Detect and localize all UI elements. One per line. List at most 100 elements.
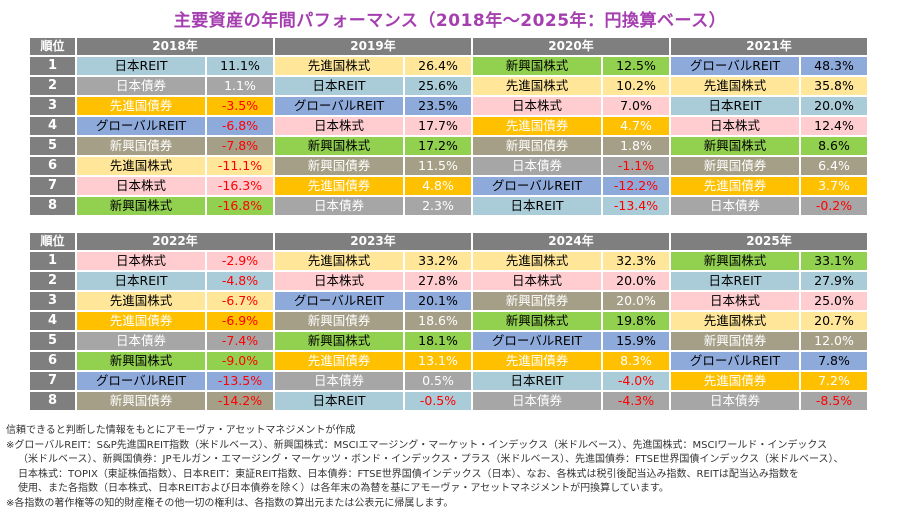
return-value: 1.1% [207,77,273,95]
table-row-cell: 先進国債券 -6.9% [77,312,273,330]
return-value: 10.2% [603,77,669,95]
asset-name: 新興国債券 [473,137,601,155]
return-value: 11.1% [207,57,273,75]
rank-cell: 2 [30,272,75,290]
table-row-cell: 先進国債券 8.3% [473,352,669,370]
table-row-cell: 新興国債券 1.8% [473,137,669,155]
return-value: 19.8% [603,312,669,330]
asset-name: グローバルREIT [473,332,601,350]
table-row-cell: 日本REIT -0.5% [275,392,471,410]
table-row-cell: グローバルREIT 23.5% [275,97,471,115]
table-row-cell: 新興国株式 17.2% [275,137,471,155]
page-title: 主要資産の年間パフォーマンス（2018年～2025年：円換算ベース） [173,11,727,31]
table-row-cell: 日本債券 -4.3% [473,392,669,410]
asset-name: 日本債券 [473,157,601,175]
return-value: -2.9% [207,252,273,270]
asset-name: 新興国債券 [77,137,205,155]
table-row-cell: 新興国債券 12.0% [671,332,867,350]
return-value: -7.4% [207,332,273,350]
asset-name: 先進国株式 [671,77,799,95]
table-row-cell: 日本REIT 20.0% [671,97,867,115]
return-value: -0.5% [405,392,471,410]
asset-name: グローバルREIT [77,372,205,390]
rank-cell: 6 [30,352,75,370]
index-note-cont: 日本株式：TOPIX（東証株価指数）、日本REIT：東証REIT指数、日本債券：… [18,468,799,480]
asset-name: 先進国株式 [671,312,799,330]
rank-header: 順位 [30,38,75,55]
return-value: -4.8% [207,272,273,290]
asset-name: 新興国株式 [671,252,799,270]
return-value: 8.6% [801,137,867,155]
rank-cell: 8 [30,197,75,215]
table-row-cell: 新興国株式 -9.0% [77,352,273,370]
asset-name: 日本株式 [275,272,403,290]
asset-name: 日本債券 [275,372,403,390]
asset-name: 新興国債券 [671,332,799,350]
return-value: -6.8% [207,117,273,135]
copyright-note: ※各指数の著作権等の知的財産権その他一切の権利は、各指数の算出元または公表元に帰… [6,497,454,509]
table-row-cell: グローバルREIT -13.5% [77,372,273,390]
return-value: -11.1% [207,157,273,175]
return-value: 0.5% [405,372,471,390]
return-value: 20.0% [603,272,669,290]
table-row-cell: 日本株式 -2.9% [77,252,273,270]
asset-name: 新興国株式 [275,137,403,155]
table-row-cell: 先進国債券 7.2% [671,372,867,390]
table-row-cell: 日本債券 2.3% [275,197,471,215]
table-row-cell: 日本株式 12.4% [671,117,867,135]
rank-cell: 7 [30,177,75,195]
rank-cell: 3 [30,292,75,310]
asset-name: 日本株式 [473,97,601,115]
asset-name: 日本REIT [77,272,205,290]
return-value: 17.7% [405,117,471,135]
table-row-cell: 新興国株式 18.1% [275,332,471,350]
table-row-cell: 新興国債券 20.0% [473,292,669,310]
asset-name: 日本株式 [671,117,799,135]
return-value: 17.2% [405,137,471,155]
table-row-cell: 日本REIT 11.1% [77,57,273,75]
return-value: 27.9% [801,272,867,290]
table-row-cell: 日本REIT -4.8% [77,272,273,290]
year-header: 2024年 [473,233,669,250]
table-row-cell: 新興国債券 11.5% [275,157,471,175]
asset-name: 新興国株式 [77,352,205,370]
return-value: 33.1% [801,252,867,270]
return-value: 7.2% [801,372,867,390]
asset-name: 日本株式 [77,252,205,270]
table-row-cell: 日本株式 27.8% [275,272,471,290]
table-row-cell: 先進国債券 -3.5% [77,97,273,115]
table-row-cell: 先進国株式 32.3% [473,252,669,270]
return-value: 12.0% [801,332,867,350]
asset-name: 新興国株式 [275,332,403,350]
return-value: 18.1% [405,332,471,350]
return-value: -13.5% [207,372,273,390]
return-value: -14.2% [207,392,273,410]
asset-name: 日本REIT [275,77,403,95]
asset-name: 先進国債券 [671,372,799,390]
return-value: 15.9% [603,332,669,350]
table-row-cell: 新興国株式 8.6% [671,137,867,155]
return-value: 7.8% [801,352,867,370]
asset-name: 日本株式 [671,292,799,310]
return-value: -6.9% [207,312,273,330]
rank-cell: 3 [30,97,75,115]
year-header: 2025年 [671,233,867,250]
table-row-cell: 先進国株式 10.2% [473,77,669,95]
footnotes: 信頼できると判断した情報をもとにアモーヴァ・アセットマネジメントが作成 ※グロー… [6,424,896,511]
asset-name: 先進国株式 [275,57,403,75]
return-value: -13.4% [603,197,669,215]
table-row-cell: グローバルREIT 7.8% [671,352,867,370]
asset-name: 先進国株式 [275,252,403,270]
table-row-cell: 日本債券 -7.4% [77,332,273,350]
asset-name: 日本債券 [473,392,601,410]
asset-name: 新興国債券 [77,392,205,410]
asset-name: 先進国株式 [77,157,205,175]
table-row-cell: 日本REIT -13.4% [473,197,669,215]
table-row-cell: 日本債券 -8.5% [671,392,867,410]
asset-name: 先進国債券 [275,352,403,370]
asset-name: 先進国債券 [473,117,601,135]
rank-cell: 5 [30,332,75,350]
table-row-cell: グローバルREIT -12.2% [473,177,669,195]
table-row-cell: グローバルREIT 48.3% [671,57,867,75]
table-row-cell: 新興国債券 -14.2% [77,392,273,410]
